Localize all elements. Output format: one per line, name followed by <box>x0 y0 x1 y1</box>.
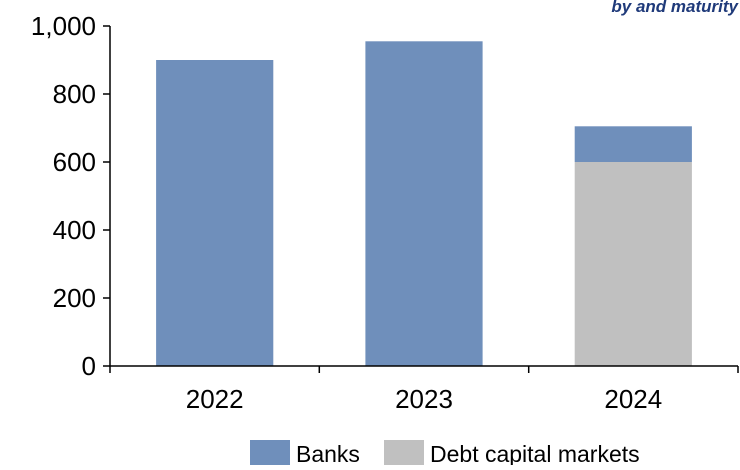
bar-banks-2023 <box>365 41 483 367</box>
x-tick-label: 2022 <box>186 384 244 414</box>
y-tick-label: 400 <box>53 215 96 245</box>
x-tick-label: 2023 <box>395 384 453 414</box>
axes-layer: 2022 2023 2024 0 200 400 600 800 1,000 <box>31 11 739 414</box>
y-tick-label: 800 <box>53 79 96 109</box>
legend-label: Banks <box>296 441 360 465</box>
y-tick-label: 0 <box>82 351 96 381</box>
x-tick-label: 2024 <box>604 384 662 414</box>
y-tick-label: 1,000 <box>31 11 96 41</box>
legend-label: Debt capital markets <box>430 441 640 465</box>
y-tick-label: 600 <box>53 147 96 177</box>
legend-swatch-banks <box>250 440 290 465</box>
bar-banks-2024 <box>574 126 692 162</box>
bar-debt-capital-markets-2024 <box>574 162 692 366</box>
legend-swatch-debt-capital-markets <box>384 440 424 465</box>
bar-banks-2022 <box>156 60 274 366</box>
y-tick-label: 200 <box>53 283 96 313</box>
legend: Banks Debt capital markets <box>250 440 640 467</box>
chart-header-fragment: by and maturity <box>611 0 739 16</box>
bars-layer <box>156 41 692 367</box>
